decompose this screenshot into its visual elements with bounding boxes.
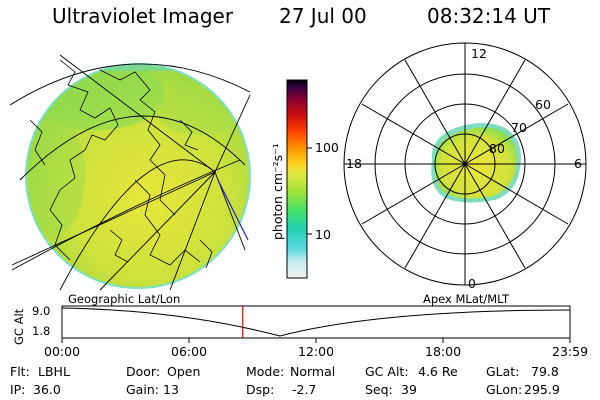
mlt-label-12: 12 [471,46,487,61]
colorbar-gradient [286,79,308,279]
timeline-xtick-2359: 23:59 [552,344,589,359]
mlat-label-60: 60 [535,97,551,112]
timeline-xtick-0600: 06:00 [171,344,208,359]
colorbar-tick-label-10: 10 [315,227,331,242]
mlat-label-70: 70 [511,120,527,135]
apex-caption: Apex MLat/MLT [423,292,510,306]
mlt-label-0: 0 [468,276,476,291]
lat-lon-grid [9,54,251,291]
mode-value: Normal [290,364,336,379]
timeline-xtick-0000: 00:00 [44,344,81,359]
flt-label: Flt: [10,364,30,379]
gcalt-label: GC Alt: [365,364,409,379]
timeline-xtick-1200: 12:00 [298,344,335,359]
altitude-curve [61,307,571,337]
glon-value: 295.9 [524,382,560,397]
gain-label: Gain: [126,382,159,397]
geo-caption: Geographic Lat/Lon [68,292,181,306]
glon-label: GLon: [486,382,523,397]
timeline-ytick-bottom: 1.8 [32,324,51,338]
ip-value: 36.0 [33,382,61,397]
glat-value: 79.8 [531,364,559,379]
mlat-label-80: 80 [489,141,505,156]
colorbar-tick-label-100: 100 [315,140,339,155]
observation-time: 08:32:14 UT [427,4,551,28]
terminator-line [217,179,249,241]
dsp-value: -2.7 [292,382,317,397]
door-value: Open [167,364,201,379]
seq-label: Seq: [365,382,393,397]
mlt-label-18: 18 [346,156,362,171]
coastlines [29,59,213,269]
timeline-xtick-1800: 18:00 [425,344,462,359]
polar-grid [343,42,587,286]
dsp-label: Dsp: [246,382,275,397]
flt-value: LBHL [38,364,70,379]
door-label: Door: [126,364,161,379]
observation-date: 27 Jul 00 [279,4,367,28]
image-title: Ultraviolet Imager [52,4,234,28]
mode-label: Mode: [246,364,285,379]
gcalt-value: 4.6 Re [418,364,458,379]
gain-value: 13 [163,382,179,397]
timeline-ytick-top: 9.0 [32,304,51,318]
mlt-label-6: 6 [574,156,582,171]
ip-label: IP: [10,382,26,397]
seq-value: 39 [401,382,417,397]
glat-label: GLat: [486,364,520,379]
